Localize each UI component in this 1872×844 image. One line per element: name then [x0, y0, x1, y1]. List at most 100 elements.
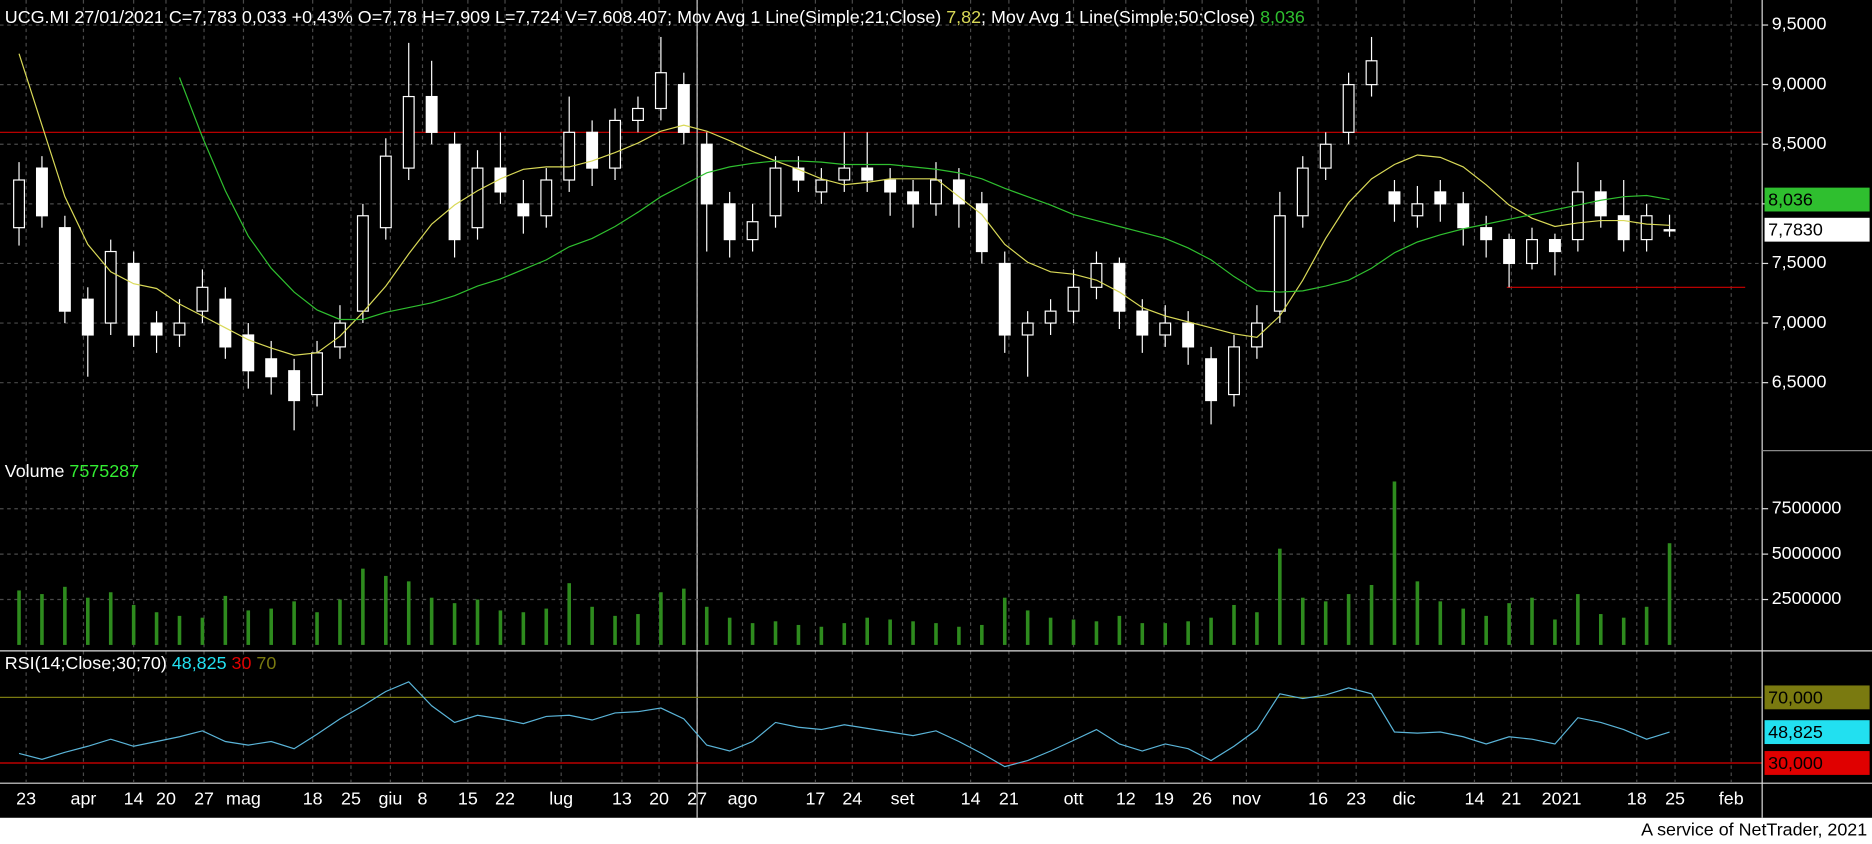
level-value: 30: [232, 653, 252, 673]
volume-bar: [200, 617, 205, 645]
volume-bar: [429, 597, 434, 645]
x-tick-label: 14: [124, 789, 144, 809]
candle-body: [356, 215, 369, 312]
moving-average-line: [18, 53, 1670, 356]
volume-bar: [1621, 617, 1626, 645]
candle-body: [609, 119, 622, 169]
candle-body: [1526, 239, 1538, 265]
candle-body: [219, 298, 232, 348]
candle-body: [333, 322, 346, 348]
candle-body: [975, 203, 988, 253]
candle-body: [1159, 322, 1172, 336]
legend-value: 8,036: [1260, 7, 1305, 27]
volume-bar: [567, 583, 571, 645]
volume-bar: [1186, 621, 1190, 645]
volume-bar: [934, 623, 938, 645]
volume-bar: [315, 612, 319, 645]
value-tag: [1764, 685, 1870, 710]
candle-body: [1136, 310, 1149, 336]
volume-bar: [498, 610, 503, 645]
candle-body: [632, 107, 644, 121]
legend-entry: Mov Avg 1 Line(Simple;50;Close): [991, 7, 1255, 27]
candle-body: [700, 143, 713, 205]
x-tick-label: 15: [458, 789, 478, 809]
volume-bar: [1530, 597, 1534, 645]
volume-bar: [1323, 601, 1328, 645]
candle-body: [907, 191, 920, 205]
candle-body: [930, 179, 942, 205]
y-tick-label: 7,0000: [1772, 312, 1827, 332]
candle-body: [288, 370, 301, 402]
volume-bar: [1048, 617, 1053, 645]
y-tick-label: 5000000: [1772, 543, 1842, 563]
volume-bar: [796, 624, 801, 645]
candle-body: [792, 167, 805, 181]
volume-bar: [1598, 614, 1603, 645]
rsi-header: RSI(14;Close;30;70) 48,825 30 70: [5, 653, 277, 673]
candle-body: [1411, 203, 1424, 217]
y-tick-label: 7,5000: [1772, 252, 1827, 272]
candle-body: [1663, 229, 1676, 232]
volume-bar: [1140, 623, 1145, 645]
x-tick-label: 14: [961, 789, 981, 809]
volume-header: Volume 7575287: [5, 461, 139, 481]
candle-body: [1021, 322, 1034, 336]
volume-bar: [750, 623, 755, 645]
x-tick-label: feb: [1719, 789, 1744, 809]
volume-bar: [1300, 597, 1305, 645]
x-tick-label: giu: [378, 789, 402, 809]
volume-bar: [1232, 604, 1236, 645]
moving-average-line: [178, 77, 1670, 321]
y-tick-label: 7500000: [1772, 497, 1842, 517]
candle-body: [1273, 215, 1286, 312]
value-tag: [1764, 720, 1870, 745]
x-tick-label: 19: [1154, 789, 1174, 809]
value-tag: [1764, 187, 1870, 212]
volume-bar: [865, 617, 870, 645]
candle-body: [173, 322, 186, 336]
volume-bar: [177, 615, 182, 645]
x-tick-label: 26: [1192, 789, 1212, 809]
volume-bar: [1507, 603, 1511, 645]
volume-bar: [361, 568, 365, 645]
candle-body: [884, 179, 897, 193]
x-tick-label: 14: [1465, 789, 1485, 809]
footer-bar: [0, 817, 1872, 844]
volume-bar: [704, 606, 709, 645]
x-tick-label: 24: [842, 789, 862, 809]
volume-bar: [1117, 615, 1122, 645]
x-tick-label: 17: [805, 789, 825, 809]
volume-bar: [86, 597, 90, 645]
volume-bar: [154, 612, 159, 645]
candle-body: [81, 298, 94, 336]
candle-body: [1388, 191, 1401, 205]
x-tick-label: 20: [649, 789, 669, 809]
x-tick-label: 25: [1665, 789, 1685, 809]
candle-body: [769, 167, 782, 217]
volume-bar: [108, 592, 113, 645]
volume-bar: [521, 612, 526, 645]
candle-body: [1113, 262, 1126, 312]
volume-bar: [1002, 597, 1007, 645]
volume-bar: [544, 608, 549, 645]
candle-body: [723, 203, 736, 241]
volume-bar: [1644, 606, 1649, 645]
x-tick-label: 21: [1501, 789, 1521, 809]
candle-body: [1503, 239, 1516, 265]
volume-bar: [1415, 581, 1420, 645]
legend-value: 7,82: [946, 7, 981, 27]
volume-bar: [842, 623, 847, 645]
volume-bar: [384, 575, 388, 645]
candle-body: [540, 179, 553, 217]
value-tag-label: 30,000: [1768, 753, 1823, 773]
volume-bar: [246, 610, 251, 645]
volume-bar: [452, 603, 457, 645]
volume-bar: [1278, 548, 1282, 645]
volume-value: 7575287: [69, 461, 139, 481]
candle-body: [998, 262, 1011, 336]
volume-bar: [338, 599, 342, 645]
price-header: UCG.MI 27/01/2021 C=7,783 0,033 +0,43% O…: [5, 7, 1305, 27]
candle-body: [150, 322, 163, 336]
candle-body: [471, 167, 484, 229]
candle-body: [1617, 215, 1630, 241]
